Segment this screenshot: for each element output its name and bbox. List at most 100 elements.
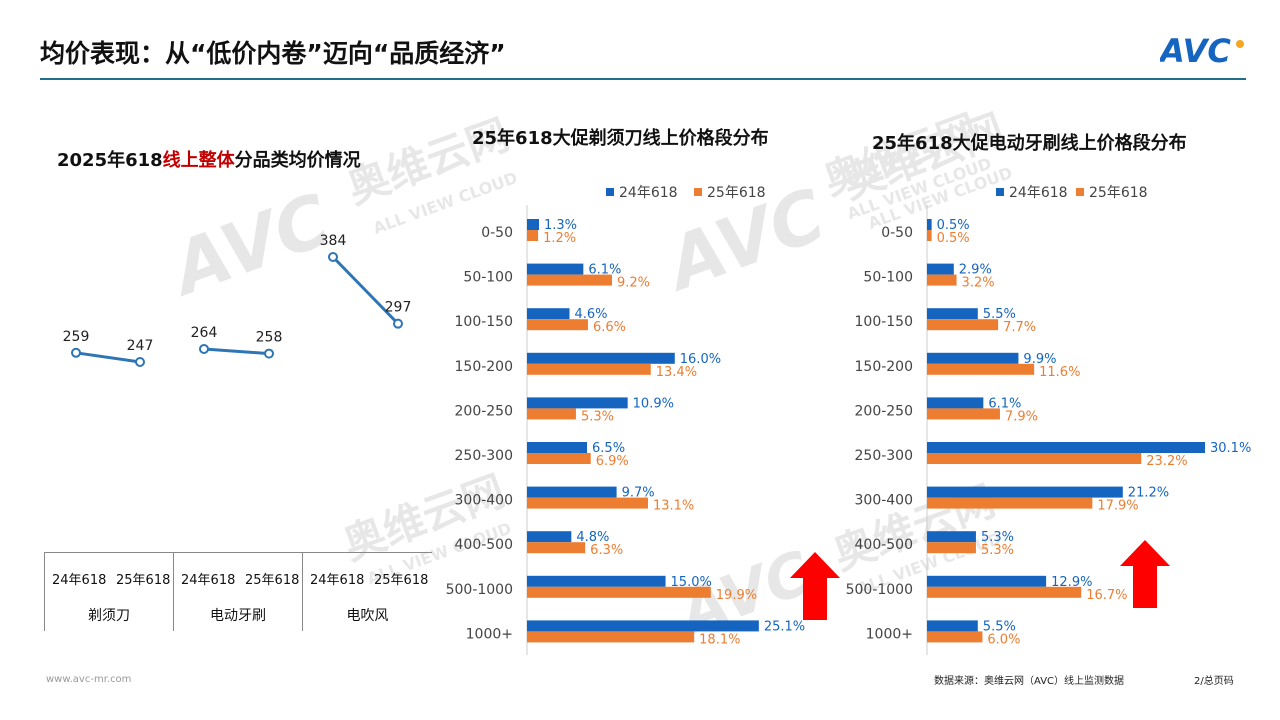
bar-25: [527, 319, 588, 331]
bar-25: [527, 586, 711, 598]
footer-page: 2/总页码: [1194, 676, 1234, 687]
bar-25: [527, 274, 612, 286]
data-label-24: 4.8%: [576, 530, 609, 545]
slope-point: [393, 318, 403, 329]
avg-price-slope-chart: 259 247 264 258 384 297: [63, 233, 411, 367]
bar-24: [927, 575, 1047, 587]
category-label: 200-250: [455, 403, 514, 419]
bar-25: [927, 542, 976, 554]
slope-point: [264, 348, 274, 359]
data-label-25: 16.7%: [1086, 588, 1127, 603]
up-arrow-icon: [790, 552, 840, 620]
legend-label: 25年618: [1089, 185, 1148, 201]
bar-24: [927, 263, 954, 275]
data-label-24: 30.1%: [1210, 441, 1251, 456]
bar-24: [927, 308, 978, 320]
bar-24: [527, 219, 540, 230]
bar-24: [527, 397, 628, 409]
data-label-25: 3.2%: [962, 276, 995, 291]
bar-24: [927, 219, 932, 230]
bar-24: [927, 442, 1205, 453]
data-label-24: 21.2%: [1128, 486, 1169, 501]
up-arrow-icon: [1120, 540, 1170, 608]
bar-24: [927, 620, 978, 632]
category-label: 0-50: [481, 225, 513, 241]
category-label: 50-100: [863, 270, 913, 286]
data-label-25: 5.3%: [981, 543, 1014, 558]
category-label: 1000+: [466, 626, 513, 642]
slope-value-label: 259: [63, 329, 90, 345]
bar-24: [927, 486, 1123, 498]
bar-25: [527, 453, 591, 464]
footer-url: www.avc-mr.com: [46, 674, 132, 685]
year-label: 25年618: [245, 573, 300, 588]
legend-swatch: [694, 188, 702, 196]
bar-25: [927, 497, 1093, 509]
shaver-chart-title: 25年618大促剃须刀线上价格段分布: [472, 128, 769, 149]
bar-25: [927, 408, 1000, 420]
legend-label: 24年618: [619, 185, 678, 201]
data-label-24: 2.9%: [959, 263, 992, 278]
bar-24: [527, 531, 572, 543]
bar-25: [927, 274, 957, 286]
category-label: 50-100: [463, 270, 513, 286]
bar-25: [927, 453, 1142, 464]
category-label: 400-500: [455, 537, 514, 553]
data-label-25: 13.4%: [656, 365, 697, 380]
avc-logo: AVC: [1160, 32, 1244, 68]
data-label-24: 16.0%: [680, 352, 721, 367]
bar-24: [927, 531, 976, 543]
data-label-24: 5.3%: [981, 530, 1014, 545]
data-label-25: 19.9%: [716, 588, 757, 603]
category-col-shaver: 24年618 25年618 剃须刀: [44, 553, 173, 631]
bar-24: [527, 442, 588, 453]
data-label-25: 7.9%: [1005, 409, 1038, 424]
bar-24: [527, 486, 617, 498]
bar-24: [527, 575, 666, 587]
left-title-post: 分品类均价情况: [234, 150, 361, 171]
data-label-24: 4.6%: [574, 307, 607, 322]
data-label-24: 9.7%: [622, 486, 655, 501]
bar-24: [527, 620, 759, 632]
legend-label: 25年618: [707, 185, 766, 201]
svg-text:奥维云网: 奥维云网: [818, 106, 984, 204]
shaver-legend-24: 24年618: [606, 182, 678, 202]
data-label-25: 0.5%: [937, 231, 970, 246]
logo-text: AVC: [1160, 32, 1231, 68]
toothbrush-chart-title: 25年618大促电动牙刷线上价格段分布: [872, 133, 1187, 154]
data-label-25: 5.3%: [581, 409, 614, 424]
shaver-price-band-chart: 0-50 1.3%1.2% 50-100 6.1%9.2% 100-150 4.6%6.6…: [446, 205, 805, 655]
legend-label: 24年618: [1009, 185, 1068, 201]
slope-point: [135, 357, 145, 367]
category-name: 剃须刀: [88, 608, 130, 624]
data-label-25: 11.6%: [1039, 365, 1080, 380]
category-label: 150-200: [455, 359, 514, 375]
year-label: 25年618: [116, 573, 171, 588]
category-table: 24年618 25年618 剃须刀 24年618 25年618 电动牙刷 24年…: [44, 552, 432, 631]
slope-value-label: 384: [320, 233, 347, 249]
slope-line: [203, 347, 270, 356]
category-label: 250-300: [855, 448, 914, 464]
data-label-24: 12.9%: [1051, 575, 1092, 590]
data-label-25: 9.2%: [617, 276, 650, 291]
data-label-25: 13.1%: [653, 499, 694, 514]
slope-line: [331, 255, 400, 325]
bar-24: [927, 397, 984, 409]
data-label-24: 6.1%: [588, 263, 621, 278]
data-label-24: 25.1%: [764, 619, 805, 634]
data-label-24: 5.5%: [983, 619, 1016, 634]
data-label-24: 0.5%: [937, 218, 970, 233]
year-label: 25年618: [374, 573, 429, 588]
data-label-24: 6.1%: [988, 396, 1021, 411]
category-label: 300-400: [455, 493, 514, 509]
category-label: 100-150: [455, 314, 514, 330]
left-title-highlight: 线上整体: [162, 150, 235, 171]
legend-swatch: [1076, 188, 1084, 196]
data-label-24: 9.9%: [1023, 352, 1056, 367]
data-label-25: 18.1%: [699, 632, 740, 647]
bar-25: [927, 230, 932, 241]
year-label: 24年618: [181, 573, 236, 588]
category-label: 500-1000: [846, 582, 913, 598]
data-label-25: 23.2%: [1146, 454, 1187, 469]
category-label: 500-1000: [446, 582, 513, 598]
